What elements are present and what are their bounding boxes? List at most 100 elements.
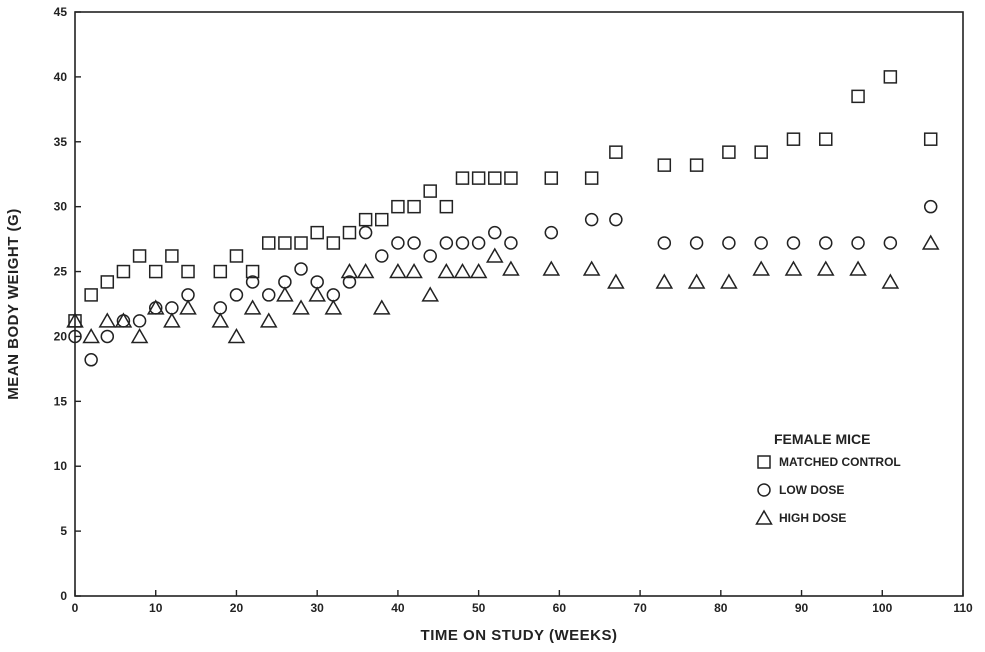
circle-point — [439, 236, 454, 250]
square-point — [471, 171, 486, 185]
square-point — [488, 171, 502, 185]
square-point — [391, 199, 405, 214]
circle-point — [213, 301, 228, 315]
triangle-point — [453, 263, 472, 279]
y-tick-label: 15 — [54, 394, 68, 408]
x-tick-label: 0 — [72, 601, 79, 615]
circle-point — [261, 288, 276, 302]
circle-point — [584, 212, 599, 227]
circle-point — [391, 236, 405, 250]
circle-point — [375, 249, 389, 263]
circle-point — [229, 288, 244, 302]
triangle-point — [98, 312, 117, 328]
circle-point — [722, 236, 736, 250]
series-circle — [68, 199, 938, 367]
circle-point — [786, 236, 801, 250]
x-tick-label: 30 — [311, 601, 325, 615]
y-tick-label: 5 — [60, 524, 67, 538]
square-point — [689, 158, 704, 172]
circle-point — [504, 236, 518, 250]
square-point — [923, 132, 938, 146]
square-point — [132, 249, 147, 263]
x-axis-title: TIME ON STUDY (WEEKS) — [421, 627, 618, 644]
legend-entry: HIGH DOSE — [755, 509, 846, 525]
triangle-point — [687, 273, 706, 289]
legend: FEMALE MICE MATCHED CONTROL LOW DOSE HIGH … — [755, 431, 901, 525]
triangle-point — [389, 263, 407, 279]
circle-point — [471, 236, 486, 250]
y-tick-label: 40 — [54, 70, 68, 84]
triangle-point — [607, 273, 625, 289]
square-point — [423, 184, 437, 198]
x-tick-label: 80 — [714, 601, 728, 615]
y-tick-label: 25 — [54, 265, 68, 279]
x-tick-label: 20 — [230, 601, 244, 615]
square-point — [294, 236, 308, 250]
triangle-point — [752, 260, 770, 276]
x-tick-labels: 0 10 20 30 40 50 60 70 80 90 100 110 — [72, 601, 973, 615]
circle-point — [326, 288, 341, 302]
square-point — [786, 132, 801, 146]
triangle-point — [720, 273, 738, 289]
square-point — [213, 264, 228, 279]
circle-point — [165, 301, 179, 315]
square-point — [229, 249, 244, 263]
triangle-point — [308, 286, 326, 302]
square-point — [148, 264, 163, 279]
circle-point — [84, 353, 98, 367]
axis-ticks — [74, 11, 964, 597]
circle-point — [689, 236, 704, 250]
y-tick-labels: 0 5 10 15 20 25 30 35 40 45 — [54, 5, 68, 603]
y-tick-label: 45 — [54, 5, 68, 19]
y-axis-title: MEAN BODY WEIGHT (G) — [5, 208, 22, 399]
legend-entry: MATCHED CONTROL — [757, 455, 901, 469]
triangle-point — [324, 299, 343, 315]
square-point — [165, 249, 179, 263]
square-point — [358, 212, 373, 227]
square-point — [278, 236, 292, 250]
triangle-point — [179, 299, 197, 315]
circle-point — [455, 236, 470, 250]
y-tick-label: 20 — [54, 329, 68, 343]
square-point — [851, 89, 865, 104]
triangle-point — [881, 273, 900, 289]
circle-point — [657, 236, 672, 250]
square-point — [609, 145, 623, 159]
square-point — [100, 275, 115, 289]
circle-point — [100, 329, 115, 344]
triangle-point — [485, 247, 504, 263]
legend-entry: LOW DOSE — [757, 483, 844, 497]
triangle-point — [356, 263, 375, 279]
circle-point — [851, 236, 865, 250]
triangle-point — [437, 263, 456, 279]
circle-point — [245, 275, 260, 289]
triangle-point — [276, 286, 294, 302]
triangle-point — [211, 312, 230, 328]
square-point — [310, 225, 324, 240]
square-point — [883, 70, 898, 84]
circle-point — [68, 329, 82, 344]
triangle-point — [227, 327, 246, 344]
x-tick-label: 110 — [953, 601, 973, 615]
x-tick-label: 90 — [795, 601, 809, 615]
circle-point — [342, 275, 357, 289]
square-point — [439, 199, 454, 214]
circle-point — [278, 275, 292, 289]
triangle-point — [82, 327, 100, 344]
triangle-point — [340, 263, 359, 279]
triangle-point — [259, 312, 278, 328]
square-point — [544, 171, 559, 185]
square-point — [326, 236, 341, 250]
y-tick-label: 0 — [60, 589, 67, 603]
square-point — [722, 145, 736, 159]
x-tick-label: 100 — [872, 601, 892, 615]
square-point — [407, 199, 421, 214]
triangle-point — [421, 286, 439, 302]
y-tick-label: 35 — [54, 135, 68, 149]
legend-title: FEMALE MICE — [774, 431, 870, 447]
triangle-point — [243, 299, 262, 315]
circle-point — [488, 225, 502, 240]
triangle-legend-icon — [755, 509, 773, 525]
triangle-point — [146, 299, 165, 315]
